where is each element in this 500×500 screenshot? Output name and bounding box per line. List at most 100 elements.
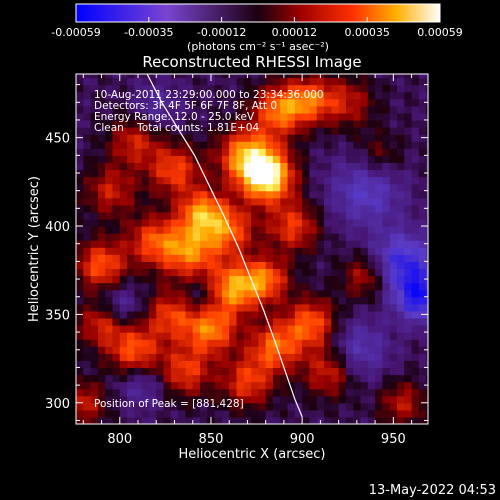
y-tick-label: 450 (45, 132, 70, 147)
heatmap-cell (236, 332, 245, 340)
heatmap-cell (178, 317, 187, 326)
heatmap-cell (112, 325, 121, 333)
heatmap-cell (418, 374, 427, 383)
heatmap-cell (294, 84, 303, 93)
heatmap-cell (324, 303, 332, 312)
heatmap-cell (76, 261, 84, 270)
heatmap-cell (272, 409, 281, 418)
heatmap-cell (265, 367, 274, 376)
heatmap-cell (112, 303, 121, 312)
heatmap-cell (389, 169, 398, 178)
heatmap-cell (272, 261, 281, 270)
heatmap-cell (163, 247, 172, 255)
heatmap-cell (294, 119, 303, 128)
heatmap-cell (396, 317, 405, 326)
heatmap-cell (134, 218, 143, 227)
heatmap-cell (309, 74, 318, 79)
heatmap-cell (258, 381, 267, 390)
heatmap-cell (141, 105, 150, 114)
heatmap-cell (389, 409, 398, 418)
heatmap-cell (375, 317, 384, 326)
heatmap-cell (236, 197, 245, 206)
heatmap-cell (119, 367, 128, 376)
heatmap-cell (221, 240, 230, 248)
heatmap-cell (229, 402, 238, 411)
heatmap-cell (185, 190, 194, 199)
heatmap-cell (418, 127, 427, 135)
heatmap-cell (243, 112, 252, 121)
heatmap-cell (331, 91, 340, 100)
heatmap-cell (170, 261, 179, 270)
heatmap-cell (112, 289, 121, 298)
heatmap-cell (83, 282, 92, 291)
heatmap-cell (178, 197, 187, 206)
heatmap-cell (389, 98, 398, 107)
heatmap-cell (156, 204, 165, 213)
heatmap-cell (389, 339, 398, 347)
heatmap-cell (251, 282, 259, 291)
heatmap-cell (141, 77, 150, 86)
heatmap-cell (221, 374, 230, 383)
heatmap-cell (170, 374, 179, 383)
heatmap-cell (83, 105, 92, 114)
heatmap-cell (265, 282, 274, 291)
heatmap-cell (345, 211, 354, 220)
heatmap-cell (163, 275, 172, 284)
heatmap-cell (185, 275, 194, 284)
heatmap-cell (345, 169, 354, 178)
heatmap-cell (280, 360, 289, 369)
heatmap-cell (207, 310, 216, 319)
heatmap-cell (83, 226, 92, 234)
heatmap-cell (389, 303, 398, 312)
heatmap-cell (258, 240, 267, 248)
heatmap-cell (338, 367, 347, 376)
heatmap-cell (207, 176, 216, 185)
heatmap-cell (127, 275, 135, 284)
heatmap-cell (280, 247, 289, 255)
heatmap-cell (214, 381, 223, 390)
heatmap-cell (287, 261, 296, 270)
heatmap-cell (90, 247, 99, 255)
heatmap-cell (119, 141, 128, 149)
heatmap-cell (280, 204, 289, 213)
heatmap-cell (148, 204, 157, 213)
heatmap-cell (418, 325, 427, 333)
heatmap-cell (236, 416, 245, 424)
heatmap-cell (316, 155, 325, 163)
heatmap-cell (105, 176, 114, 185)
heatmap-cell (324, 268, 332, 277)
heatmap-cell (127, 402, 135, 411)
heatmap-cell (236, 339, 245, 347)
heatmap-cell (185, 148, 194, 156)
heatmap-cell (148, 134, 157, 142)
heatmap-cell (119, 98, 128, 107)
heatmap-cell (119, 261, 128, 270)
heatmap-cell (236, 141, 245, 149)
heatmap-cell (309, 303, 318, 312)
heatmap-cell (294, 367, 303, 376)
heatmap-cell (236, 127, 245, 135)
heatmap-cell (200, 162, 208, 171)
heatmap-cell (90, 388, 99, 397)
heatmap-cell (221, 134, 230, 142)
heatmap-cell (127, 162, 135, 171)
heatmap-cell (148, 183, 157, 192)
heatmap-cell (90, 268, 99, 277)
heatmap-cell (163, 197, 172, 206)
heatmap-cell (214, 105, 223, 114)
heatmap-cell (243, 105, 252, 114)
heatmap-cell (389, 325, 398, 333)
heatmap-cell (287, 119, 296, 128)
heatmap-cell (170, 353, 179, 361)
heatmap-cell (83, 409, 92, 418)
heatmap-cell (345, 240, 354, 248)
heatmap-cell (170, 77, 179, 86)
heatmap-cell (309, 162, 318, 171)
heatmap-cell (280, 381, 289, 390)
heatmap-cell (280, 127, 289, 135)
heatmap-cell (90, 141, 99, 149)
heatmap-cell (105, 296, 114, 305)
heatmap-cell (316, 325, 325, 333)
heatmap-cell (112, 374, 121, 383)
heatmap-cell (243, 275, 252, 284)
